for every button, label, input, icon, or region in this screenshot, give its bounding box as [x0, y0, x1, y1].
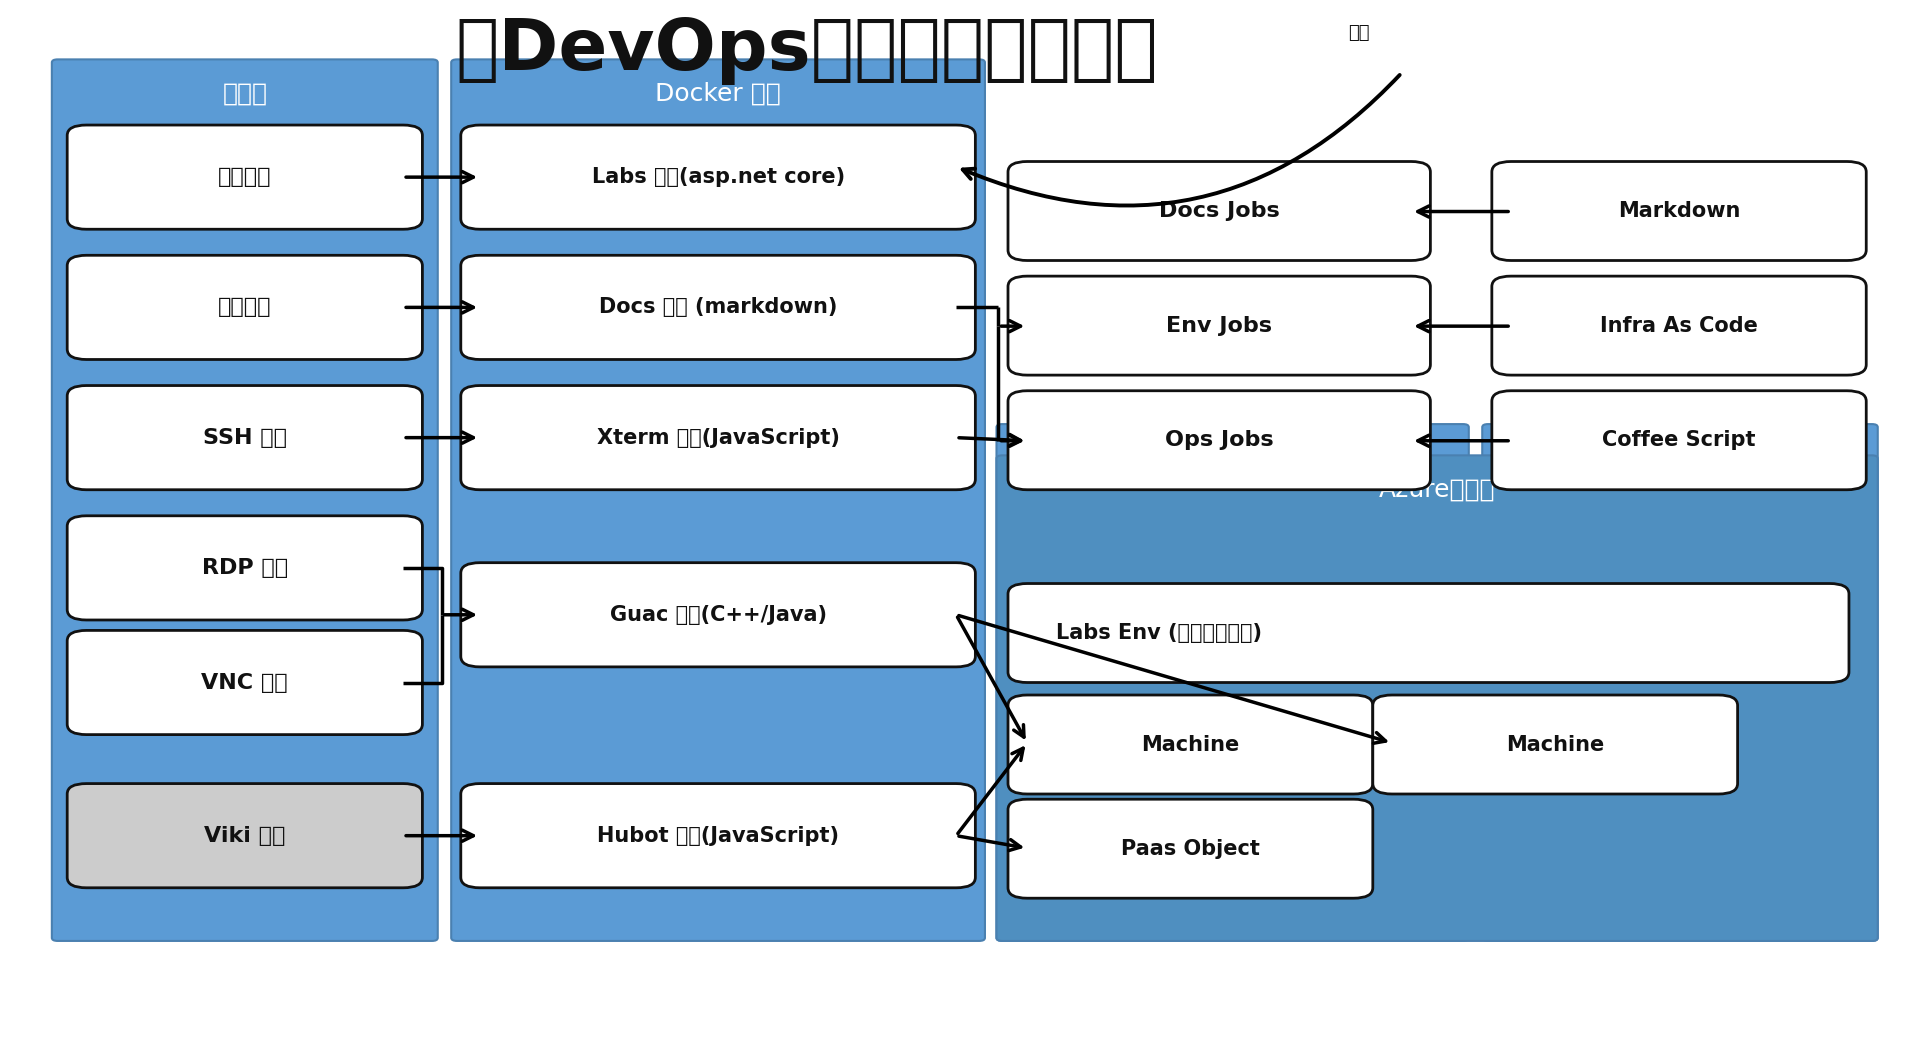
Text: Xterm 容器(JavaScript): Xterm 容器(JavaScript)	[597, 427, 839, 448]
Text: Hubot 容器(JavaScript): Hubot 容器(JavaScript)	[597, 825, 839, 846]
FancyBboxPatch shape	[67, 630, 422, 735]
Text: 浏览器: 浏览器	[223, 81, 267, 105]
Text: 业务系统: 业务系统	[219, 167, 271, 188]
FancyBboxPatch shape	[67, 386, 422, 490]
FancyBboxPatch shape	[996, 424, 1469, 941]
Text: TFS git: TFS git	[1638, 446, 1722, 470]
FancyBboxPatch shape	[67, 255, 422, 359]
Text: Infra As Code: Infra As Code	[1599, 316, 1759, 336]
FancyBboxPatch shape	[996, 455, 1878, 941]
FancyBboxPatch shape	[67, 125, 422, 229]
FancyBboxPatch shape	[1492, 162, 1866, 260]
FancyBboxPatch shape	[461, 255, 975, 359]
Text: SSH 远程: SSH 远程	[204, 427, 286, 448]
FancyBboxPatch shape	[1373, 695, 1738, 794]
FancyArrowPatch shape	[962, 75, 1400, 205]
Text: VNC 远程: VNC 远程	[202, 672, 288, 693]
FancyBboxPatch shape	[451, 59, 985, 941]
Text: Coffee Script: Coffee Script	[1603, 430, 1755, 450]
Text: Env Jobs: Env Jobs	[1165, 316, 1273, 336]
FancyBboxPatch shape	[1008, 799, 1373, 898]
FancyBboxPatch shape	[461, 386, 975, 490]
Text: Viki 小维: Viki 小维	[204, 825, 286, 846]
FancyBboxPatch shape	[1008, 584, 1849, 683]
FancyBboxPatch shape	[461, 563, 975, 667]
Text: Docs 容器 (markdown): Docs 容器 (markdown)	[599, 297, 837, 318]
Text: Labs 容器(asp.net core): Labs 容器(asp.net core)	[591, 167, 845, 188]
Text: Paas Object: Paas Object	[1121, 839, 1260, 859]
Text: TFS CI/CD: TFS CI/CD	[1171, 446, 1294, 470]
FancyBboxPatch shape	[1492, 276, 1866, 375]
Text: Markdown: Markdown	[1619, 201, 1740, 221]
FancyBboxPatch shape	[461, 784, 975, 888]
Text: Docker 环境: Docker 环境	[655, 81, 781, 105]
Text: Azure云平台: Azure云平台	[1379, 477, 1496, 501]
FancyBboxPatch shape	[52, 59, 438, 941]
Text: Ops Jobs: Ops Jobs	[1165, 430, 1273, 450]
Text: Docs Jobs: Docs Jobs	[1160, 201, 1279, 221]
Text: Labs Env (独立虚拟网络): Labs Env (独立虚拟网络)	[1056, 623, 1261, 643]
FancyBboxPatch shape	[461, 125, 975, 229]
Text: Machine: Machine	[1505, 735, 1605, 754]
FancyBboxPatch shape	[1482, 424, 1878, 941]
FancyBboxPatch shape	[1008, 276, 1430, 375]
FancyBboxPatch shape	[67, 516, 422, 620]
FancyBboxPatch shape	[1492, 391, 1866, 490]
Text: 【DevOps实验室】技术架构: 【DevOps实验室】技术架构	[455, 16, 1158, 84]
Text: Guac 容器(C++/Java): Guac 容器(C++/Java)	[609, 604, 828, 625]
Text: Machine: Machine	[1140, 735, 1240, 754]
FancyBboxPatch shape	[1008, 695, 1373, 794]
FancyBboxPatch shape	[1008, 162, 1430, 260]
Text: 调度: 调度	[1348, 24, 1371, 42]
FancyBboxPatch shape	[67, 784, 422, 888]
FancyBboxPatch shape	[1008, 391, 1430, 490]
Text: 操作手册: 操作手册	[219, 297, 271, 318]
Text: RDP 远程: RDP 远程	[202, 557, 288, 578]
